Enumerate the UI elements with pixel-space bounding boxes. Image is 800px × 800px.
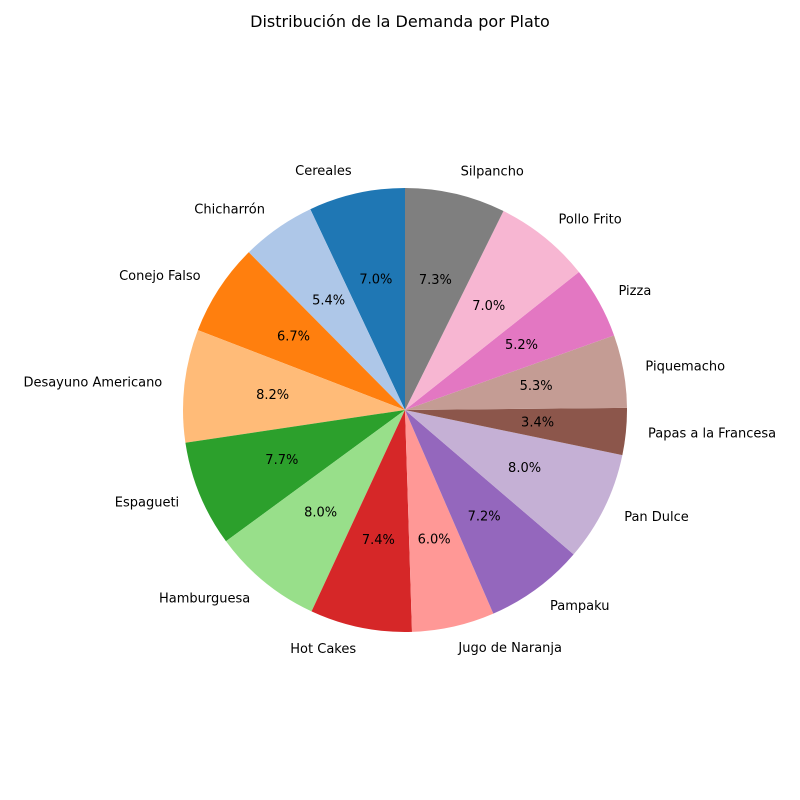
slice-percent-label: 7.2%: [468, 510, 501, 525]
slice-percent-label: 5.2%: [505, 338, 538, 353]
slice-percent-label: 5.3%: [520, 379, 553, 394]
slice-label: Pampaku: [550, 599, 609, 614]
slice-label: Pollo Frito: [559, 213, 622, 228]
pie-slice: [405, 410, 494, 632]
slice-percent-label: 3.4%: [521, 415, 554, 430]
slice-label: Pan Dulce: [624, 510, 689, 525]
pie-slice: [405, 272, 615, 410]
slice-label: Cereales: [295, 164, 352, 179]
slice-label: Chicharrón: [194, 202, 265, 217]
pie-slice: [405, 335, 627, 410]
pie-slice: [225, 410, 405, 612]
slice-percent-label: 8.0%: [304, 506, 337, 521]
slice-percent-label: 8.2%: [256, 388, 289, 403]
pie-slice: [310, 188, 405, 410]
slice-percent-label: 6.0%: [418, 532, 451, 547]
pie-slice: [185, 410, 405, 542]
slice-percent-label: 6.7%: [277, 330, 310, 345]
slice-label: Conejo Falso: [119, 269, 201, 284]
slice-label: Jugo de Naranja: [457, 641, 562, 656]
slice-label: Espagueti: [115, 495, 179, 510]
slice-label: Desayuno Americano: [23, 376, 162, 391]
pie-slice: [405, 410, 574, 614]
slice-percent-label: 7.7%: [265, 453, 298, 468]
slice-percent-label: 5.4%: [312, 293, 345, 308]
slice-label: Papas a la Francesa: [648, 426, 776, 441]
slice-label: Hamburguesa: [159, 591, 250, 606]
pie-slice: [405, 188, 504, 410]
slice-percent-label: 7.3%: [419, 273, 452, 288]
slice-label: Silpancho: [461, 165, 524, 180]
slice-percent-label: 8.0%: [508, 461, 541, 476]
slice-percent-label: 7.4%: [362, 533, 395, 548]
slice-percent-label: 7.0%: [472, 299, 505, 314]
slice-label: Hot Cakes: [290, 642, 356, 657]
pie-slice: [197, 252, 405, 410]
slice-label: Piquemacho: [645, 360, 725, 375]
pie-slice: [311, 410, 412, 632]
pie-slice: [405, 410, 623, 555]
slice-label: Pizza: [619, 284, 652, 299]
chart-title: Distribución de la Demanda por Plato: [250, 12, 550, 31]
pie-slice: [405, 407, 627, 456]
pie-slice: [182, 330, 405, 443]
slice-percent-label: 7.0%: [359, 273, 392, 288]
pie-slice: [405, 211, 579, 410]
pie-slice: [248, 209, 405, 410]
